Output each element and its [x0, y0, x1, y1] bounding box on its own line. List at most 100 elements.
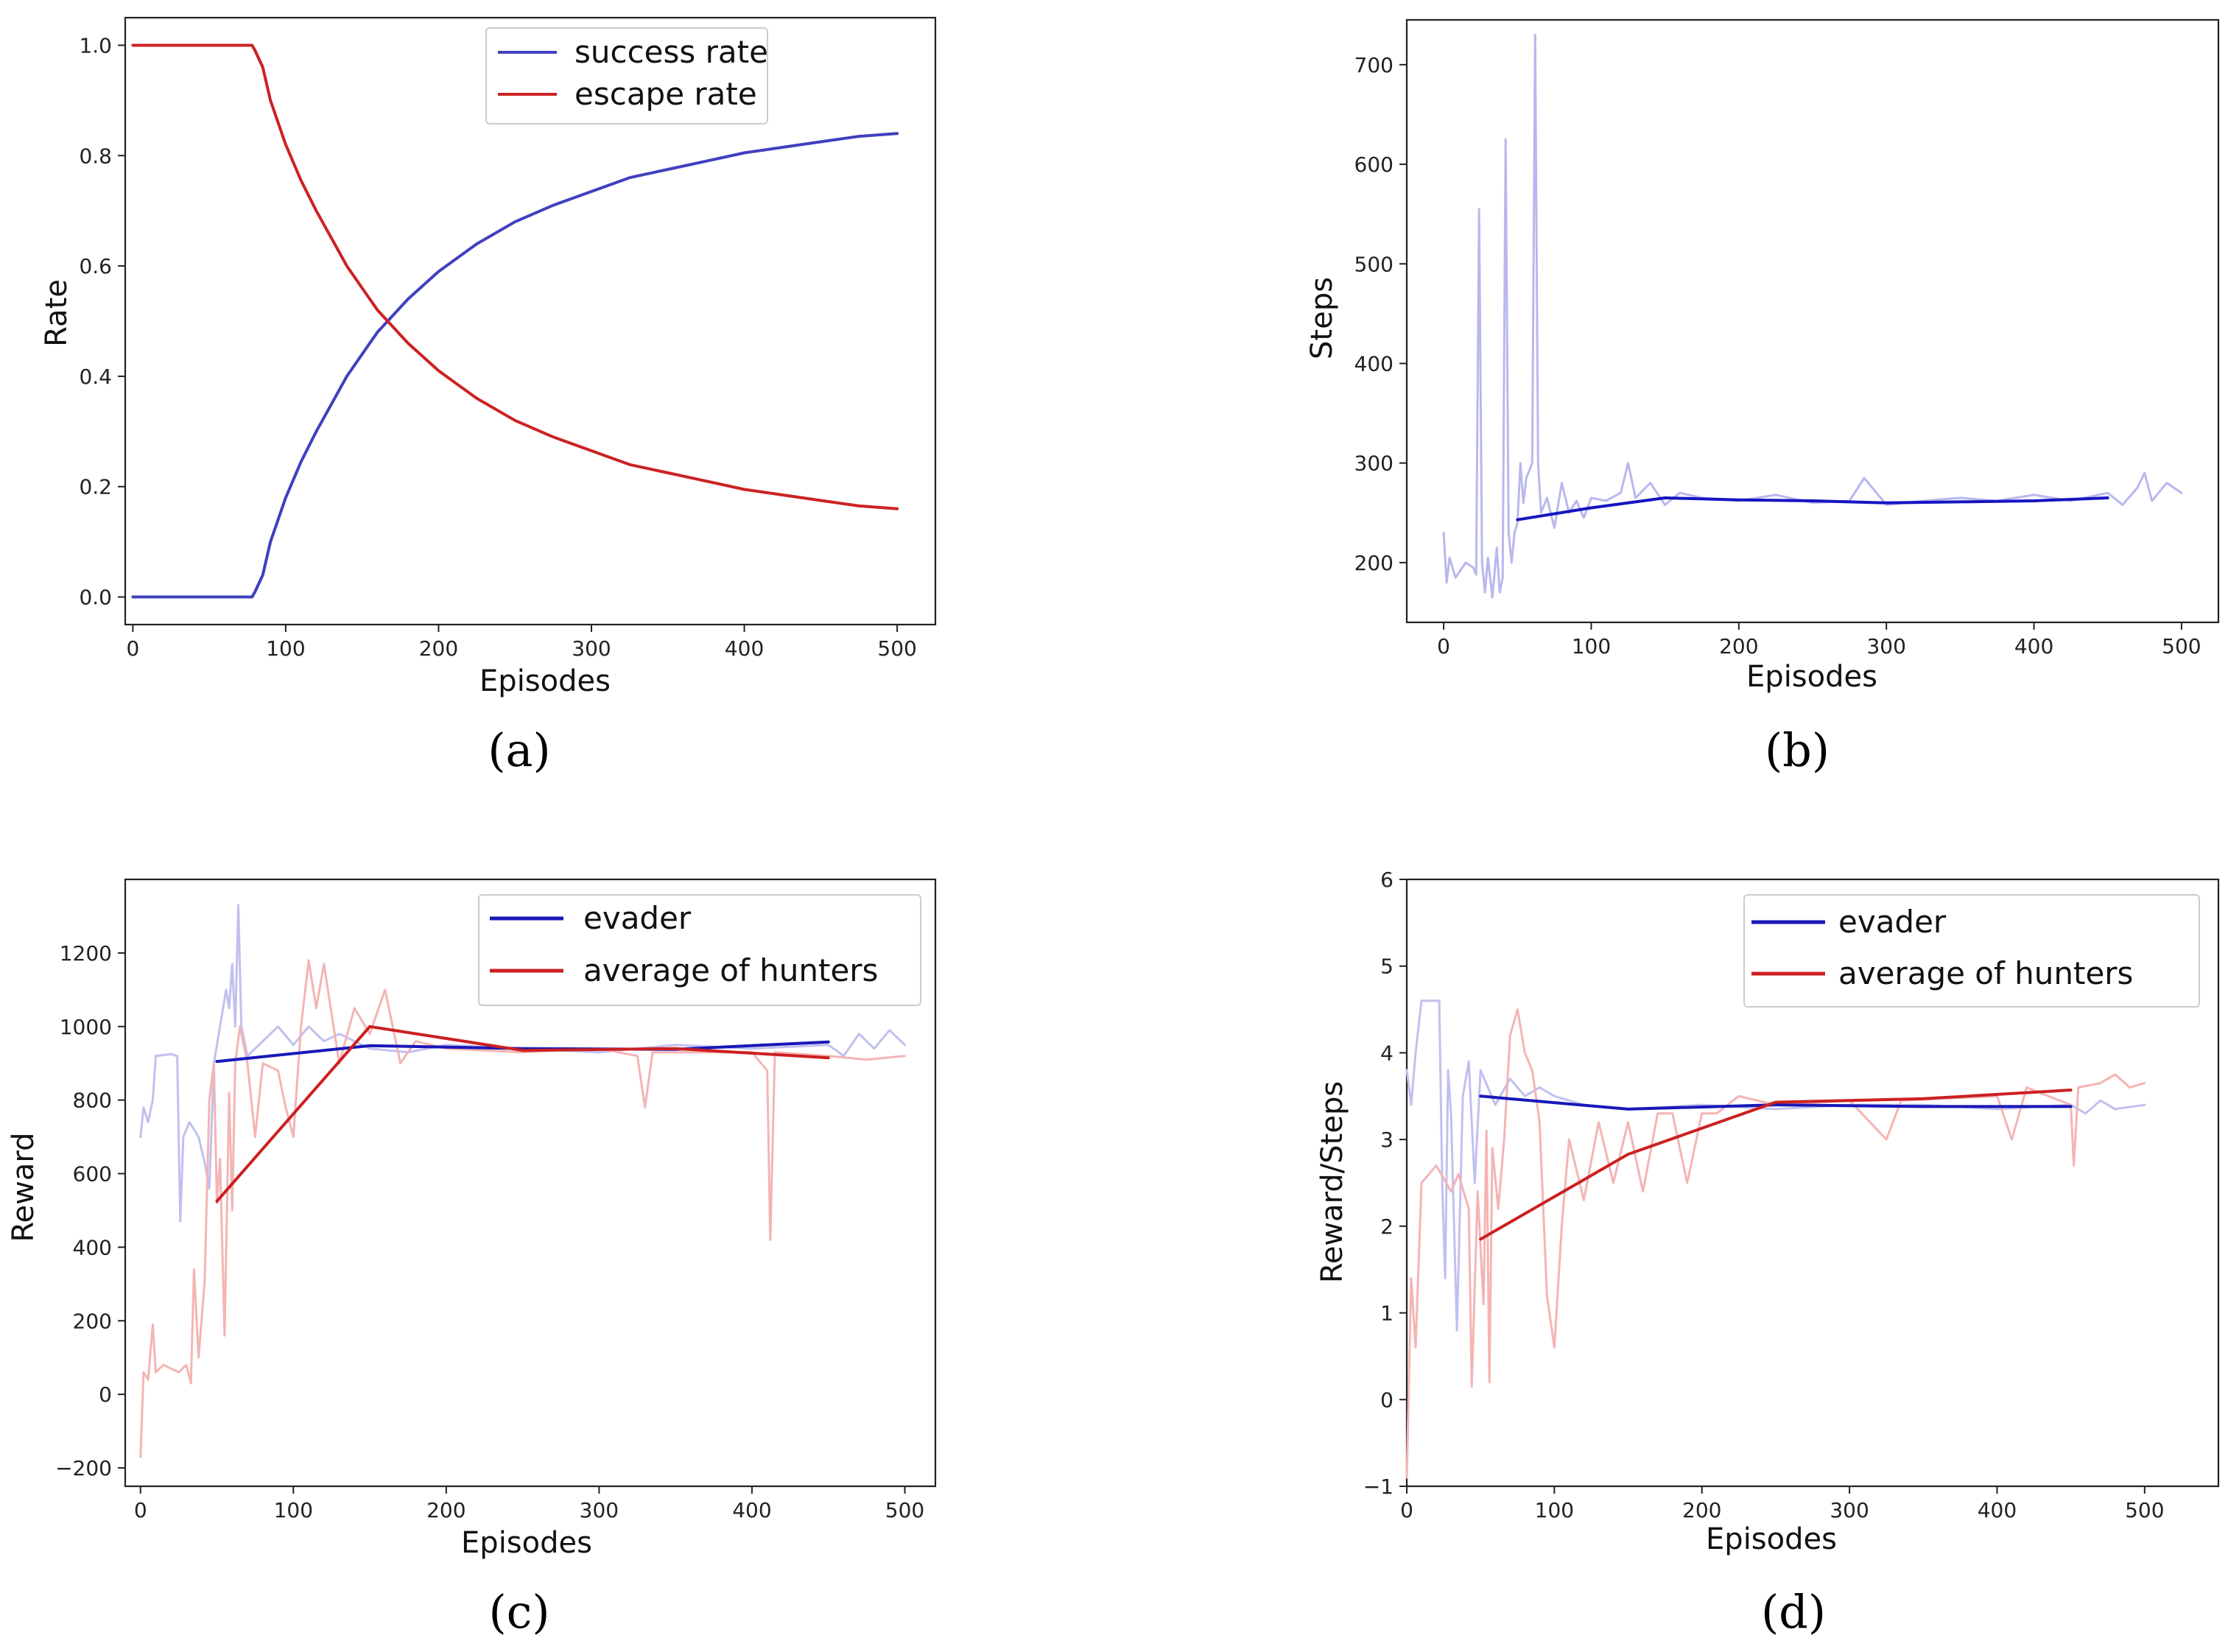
y-tick-label: 1000 — [60, 1015, 112, 1039]
series-line-success-rate — [131, 132, 899, 599]
x-tick-label: 300 — [572, 636, 611, 661]
y-tick-label: 600 — [1354, 152, 1394, 177]
x-axis-label: Episodes — [461, 1526, 592, 1560]
y-tick-label: 200 — [1354, 551, 1394, 575]
x-tick-label: 0 — [126, 636, 139, 661]
y-tick-label: 0 — [1380, 1388, 1394, 1412]
legend-label-escape-rate: escape rate — [574, 76, 757, 112]
y-tick-label: 0.2 — [79, 475, 112, 499]
y-tick-label: 1200 — [60, 941, 112, 966]
series-group — [1442, 33, 2183, 599]
x-tick-label: 400 — [732, 1498, 771, 1522]
x-tick-label: 500 — [877, 636, 916, 661]
x-tick-label: 300 — [1830, 1498, 1869, 1522]
x-tick-label: 500 — [2125, 1498, 2164, 1522]
x-axis: 0 100 200 300 400 500 — [1437, 622, 2201, 658]
panel-c-reward: −200 0 200 400 600 800 1000 1200 0 100 200 300 400 5… — [7, 878, 937, 1639]
x-tick-label: 200 — [1682, 1498, 1721, 1522]
series-line-average-of-hunters — [1479, 1089, 2073, 1241]
x-tick-label: 300 — [580, 1498, 619, 1522]
series-line-hunters-raw — [1405, 1008, 2146, 1479]
x-tick-label: 200 — [1719, 634, 1758, 658]
y-tick-label: 0 — [99, 1382, 112, 1407]
series-line-evader-raw — [1405, 999, 2146, 1332]
legend-box — [478, 894, 921, 1006]
series-line-raw-steps — [1442, 33, 2183, 599]
y-tick-label: 2 — [1380, 1215, 1394, 1239]
series-line-evader — [1479, 1094, 2073, 1111]
x-tick-label: 0 — [134, 1498, 147, 1522]
panel-caption: (b) — [1765, 723, 1830, 777]
x-tick-label: 100 — [274, 1498, 313, 1522]
plot-frame — [1405, 18, 2220, 624]
legend-label-success-rate: success rate — [574, 34, 768, 70]
y-axis: 200 300 400 500 600 700 — [1354, 53, 1407, 575]
legend: evader average of hunters — [478, 894, 921, 1006]
x-tick-label: 300 — [1866, 634, 1905, 658]
legend: evader average of hunters — [1743, 894, 2200, 1008]
panel-caption: (d) — [1761, 1585, 1826, 1639]
series-group — [131, 43, 899, 599]
x-tick-label: 400 — [1978, 1498, 2017, 1522]
y-axis: −200 0 200 400 600 800 1000 1200 — [55, 941, 125, 1480]
y-tick-label: 0.6 — [79, 254, 112, 278]
plot-frame — [1405, 878, 2220, 1488]
panel-b-steps: 200 300 400 500 600 700 0 100 200 300 400 500 Epis… — [1305, 18, 2220, 777]
x-axis-label: Episodes — [1706, 1522, 1837, 1556]
x-axis: 0 100 200 300 400 500 — [1400, 1486, 2165, 1522]
y-tick-label: 400 — [73, 1235, 112, 1259]
x-tick-label: 500 — [2162, 634, 2201, 658]
series-line-average-of-hunters — [215, 1024, 830, 1203]
y-axis: −1 0 1 2 3 4 5 6 — [1363, 868, 1407, 1499]
panel-caption: (c) — [488, 1585, 549, 1639]
y-tick-label: 3 — [1380, 1128, 1394, 1152]
series-group — [1405, 999, 2146, 1479]
y-tick-label: 1 — [1380, 1301, 1394, 1326]
x-axis: 0 100 200 300 400 500 — [126, 625, 917, 661]
y-tick-label: −200 — [55, 1456, 112, 1480]
legend-label-average-of-hunters: average of hunters — [583, 952, 878, 988]
x-axis-label: Episodes — [479, 664, 611, 698]
legend-box — [1743, 894, 2200, 1008]
x-tick-label: 400 — [725, 636, 764, 661]
x-tick-label: 100 — [1572, 634, 1611, 658]
legend: success rate escape rate — [485, 27, 768, 124]
series-line-evader-raw — [139, 904, 906, 1223]
y-tick-label: 0.4 — [79, 365, 112, 389]
x-axis: 0 100 200 300 400 500 — [134, 1486, 924, 1522]
x-tick-label: 200 — [426, 1498, 465, 1522]
x-tick-label: 100 — [266, 636, 305, 661]
y-axis-label: Reward — [7, 1133, 41, 1242]
series-line-escape-rate — [131, 43, 899, 510]
y-tick-label: 0.0 — [79, 586, 112, 610]
y-tick-label: 6 — [1380, 868, 1394, 892]
x-tick-label: 100 — [1535, 1498, 1574, 1522]
plot-frame — [124, 878, 937, 1488]
panel-a-success-escape-rate: 0.0 0.2 0.4 0.6 0.8 1.0 0 100 200 300 400 500 Epis… — [40, 16, 937, 777]
x-tick-label: 400 — [2014, 634, 2053, 658]
legend-label-evader: evader — [583, 900, 692, 936]
x-tick-label: 0 — [1437, 634, 1450, 658]
series-group — [139, 904, 906, 1458]
legend-label-evader: evader — [1838, 904, 1947, 940]
x-axis-label: Episodes — [1746, 660, 1877, 694]
y-tick-label: 5 — [1380, 955, 1394, 979]
y-tick-label: 800 — [73, 1089, 112, 1113]
y-axis-label: Rate — [40, 279, 74, 347]
y-tick-label: 400 — [1354, 351, 1394, 376]
y-tick-label: −1 — [1363, 1475, 1394, 1499]
y-tick-label: 600 — [73, 1162, 112, 1187]
series-line-moving-average — [1516, 496, 2109, 521]
x-tick-label: 0 — [1400, 1498, 1413, 1522]
y-tick-label: 200 — [73, 1309, 112, 1333]
series-line-hunters-raw — [139, 959, 906, 1458]
y-tick-label: 1.0 — [79, 33, 112, 57]
y-tick-label: 700 — [1354, 53, 1394, 77]
x-tick-label: 500 — [885, 1498, 924, 1522]
y-axis: 0.0 0.2 0.4 0.6 0.8 1.0 — [79, 33, 125, 610]
y-tick-label: 500 — [1354, 252, 1394, 276]
y-tick-label: 4 — [1380, 1041, 1394, 1065]
legend-label-average-of-hunters: average of hunters — [1838, 955, 2133, 991]
